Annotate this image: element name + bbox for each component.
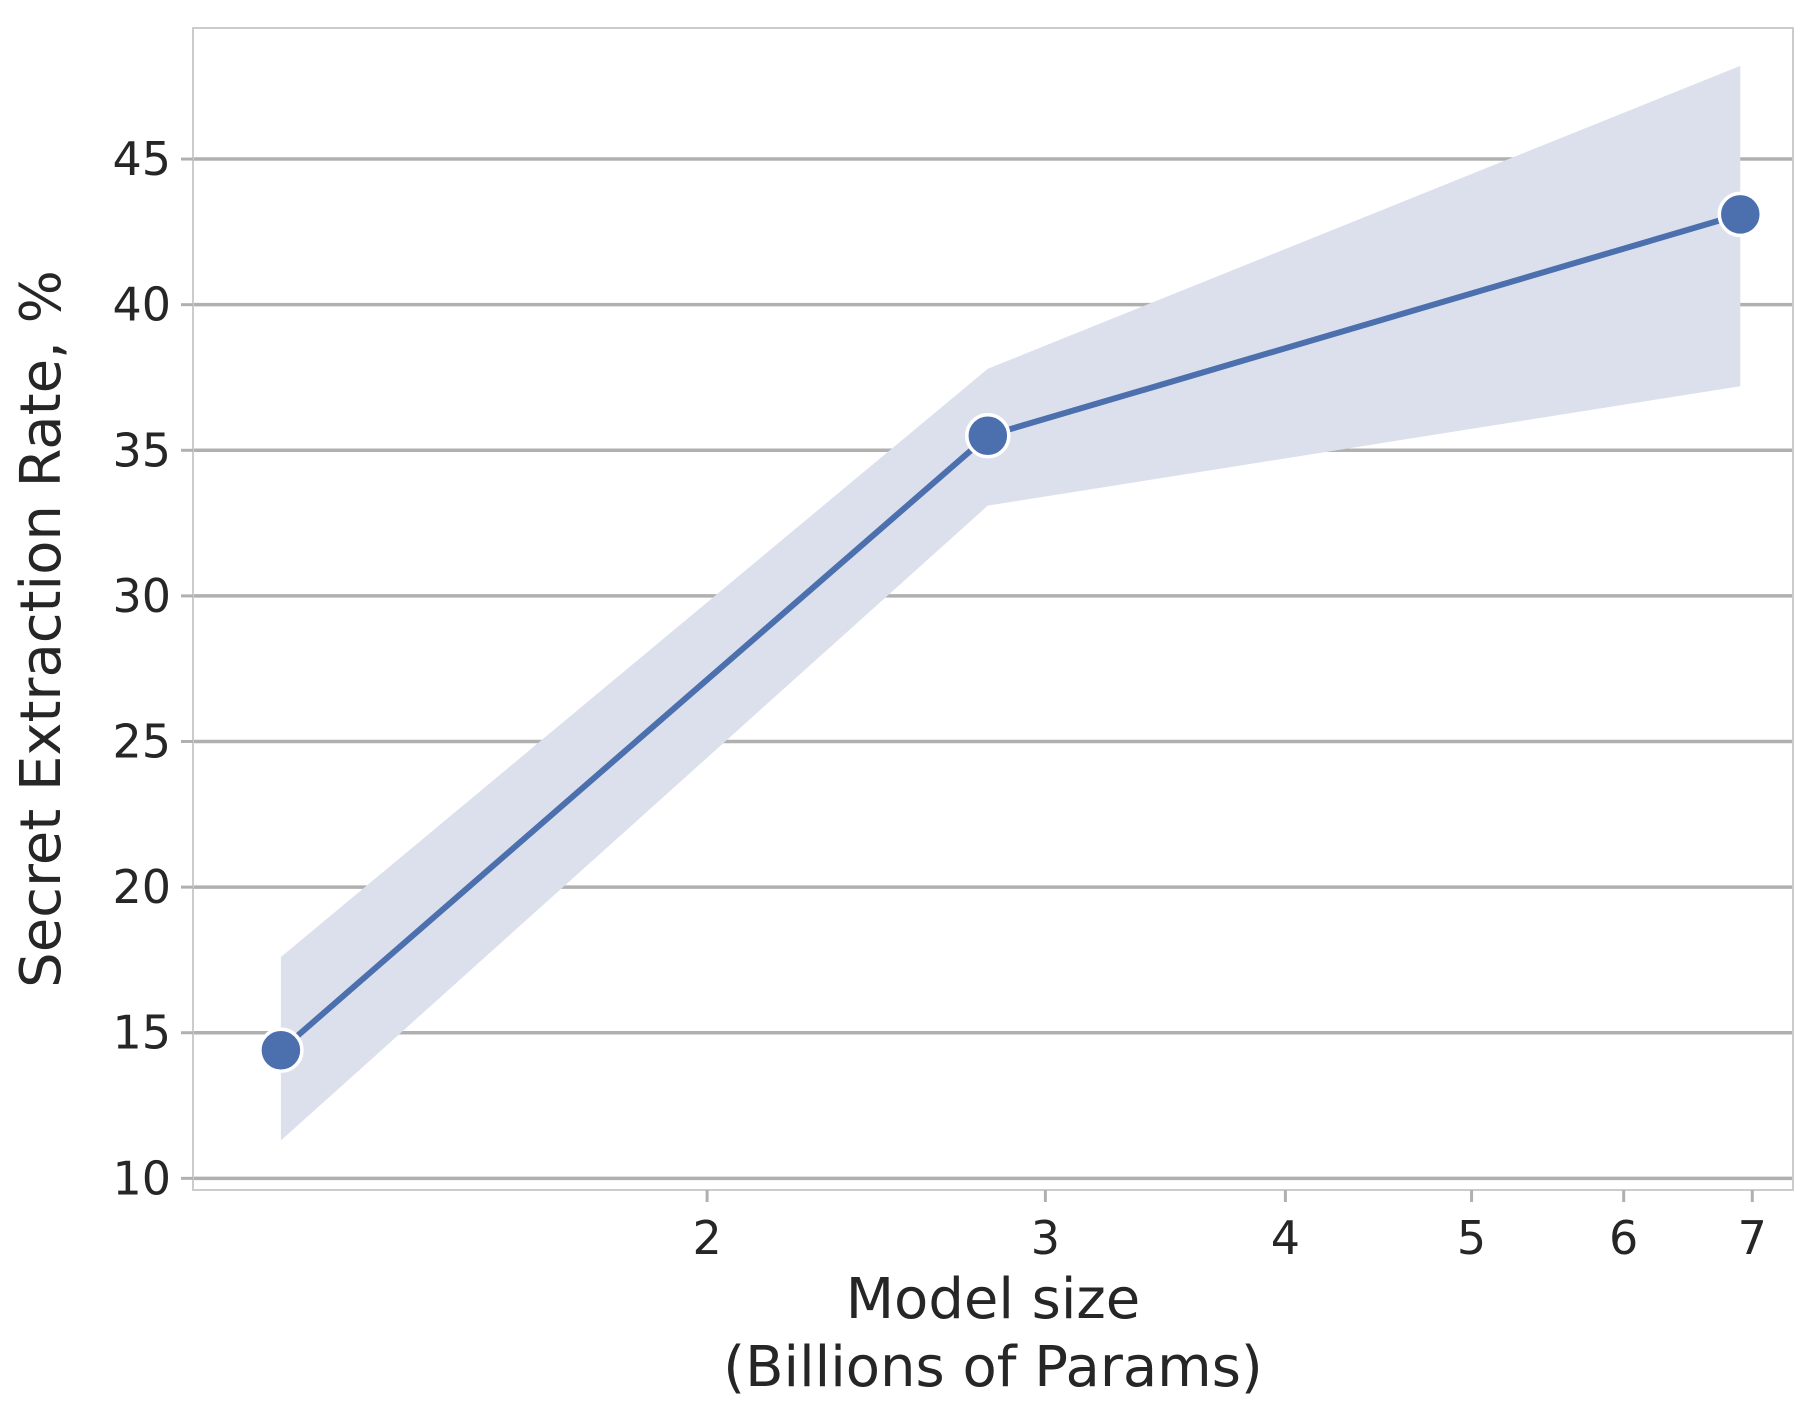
x-tick-label: 2 (692, 1211, 721, 1265)
confidence-band-area (280, 65, 1741, 1141)
plot-frame (192, 27, 1794, 1191)
y-axis-label: Secret Extraction Rate, % (9, 270, 74, 988)
x-axis-label-line-1: Model size (846, 1267, 1141, 1332)
y-tick-label: 35 (112, 423, 171, 477)
y-tick-label: 25 (112, 715, 171, 769)
x-tick-label: 7 (1738, 1211, 1767, 1265)
y-tick-label: 40 (112, 278, 171, 332)
data-point (258, 1027, 304, 1073)
data-points (258, 191, 1764, 1073)
x-axis-label-line-2: (Billions of Params) (723, 1335, 1263, 1400)
x-tick-label: 3 (1031, 1211, 1060, 1265)
y-axis-ticks: 10 15 20 25 30 35 40 45 (112, 132, 193, 1205)
confidence-band (280, 65, 1741, 1141)
x-tick-label: 5 (1457, 1211, 1486, 1265)
y-tick-label: 15 (112, 1006, 171, 1060)
y-tick-label: 20 (112, 860, 171, 914)
x-axis-ticks: 2 3 4 5 6 7 (692, 1190, 1767, 1265)
x-tick-label: 4 (1271, 1211, 1300, 1265)
data-point (1717, 191, 1764, 238)
y-tick-label: 45 (112, 132, 171, 186)
x-tick-label: 6 (1609, 1211, 1638, 1265)
data-point (965, 412, 1011, 459)
y-tick-label: 10 (112, 1151, 171, 1205)
y-tick-label: 30 (112, 569, 171, 623)
